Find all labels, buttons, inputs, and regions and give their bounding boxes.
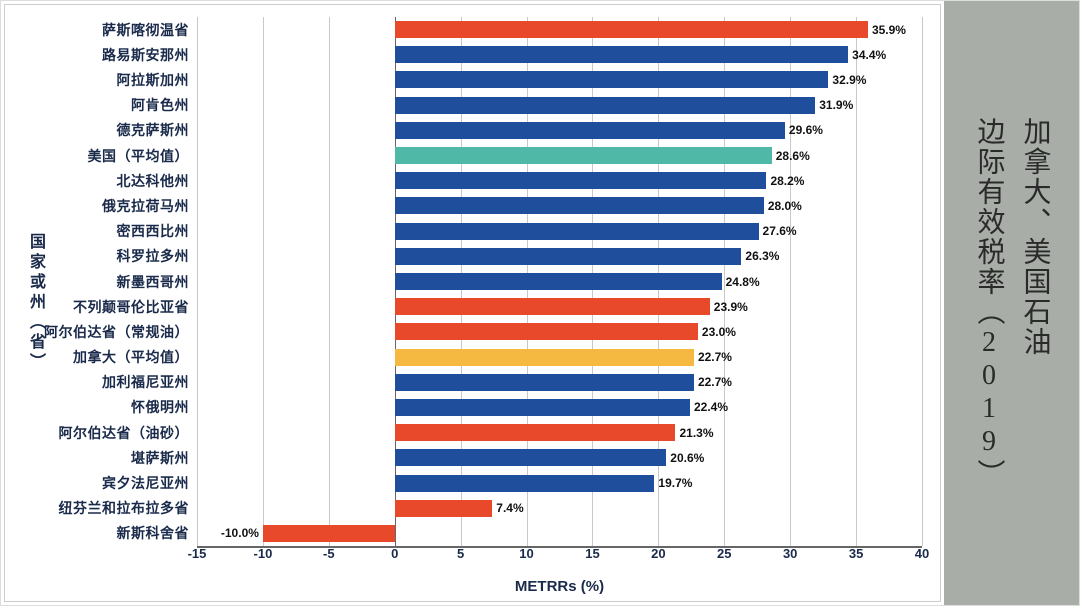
bar-value-label: 22.7%: [698, 375, 732, 389]
bar-value-label: 32.9%: [832, 73, 866, 87]
bar: [263, 525, 395, 542]
category-label: 萨斯喀彻温省: [102, 20, 189, 40]
category-label: 路易斯安那州: [102, 45, 189, 65]
bar-value-label: 28.6%: [776, 149, 810, 163]
bar-value-label: 22.7%: [698, 350, 732, 364]
bar-value-label: 28.0%: [768, 199, 802, 213]
gridline: [922, 17, 923, 546]
bar-value-label: 26.3%: [745, 249, 779, 263]
x-tick: -15: [188, 546, 207, 561]
gridline: [263, 17, 264, 546]
x-tick: 20: [651, 546, 665, 561]
category-label: 美国（平均值）: [88, 146, 190, 166]
category-label: 阿尔伯达省（油砂）: [59, 423, 190, 443]
chart-panel: 国家或州（省） 萨斯喀彻温省35.9%路易斯安那州34.4%阿拉斯加州32.9%…: [4, 4, 941, 602]
category-label: 加拿大（平均值）: [73, 347, 189, 367]
category-label: 不列颠哥伦比亚省: [73, 297, 189, 317]
x-tick: -5: [323, 546, 335, 561]
title-col-2: 边际有效税率（2019）: [969, 117, 1009, 489]
bar: [395, 46, 848, 63]
x-tick: 5: [457, 546, 464, 561]
x-tick: 15: [585, 546, 599, 561]
bar: [395, 248, 742, 265]
bar: [395, 374, 694, 391]
bar: [395, 71, 829, 88]
category-label: 密西西比州: [117, 221, 190, 241]
x-tick: 25: [717, 546, 731, 561]
bar-value-label: 23.0%: [702, 325, 736, 339]
category-label: 加利福尼亚州: [102, 372, 189, 392]
x-tick: 10: [519, 546, 533, 561]
category-label: 宾夕法尼亚州: [102, 473, 189, 493]
bar-value-label: 19.7%: [658, 476, 692, 490]
x-tick: 35: [849, 546, 863, 561]
bar-value-label: 22.4%: [694, 400, 728, 414]
x-axis: -15-10-50510152025303540: [197, 546, 922, 571]
bar: [395, 147, 772, 164]
bar-value-label: 20.6%: [670, 451, 704, 465]
category-label: 科罗拉多州: [117, 246, 190, 266]
slide-container: 国家或州（省） 萨斯喀彻温省35.9%路易斯安那州34.4%阿拉斯加州32.9%…: [0, 0, 1080, 606]
title-panel: 边际有效税率（2019） 加拿大、美国石油: [944, 1, 1079, 605]
category-label: 阿尔伯达省（常规油）: [44, 322, 189, 342]
x-axis-title: METRRs (%): [197, 578, 922, 595]
category-label: 怀俄明州: [131, 397, 189, 417]
category-label: 新斯科舍省: [117, 523, 190, 543]
bar-value-label: 28.2%: [770, 174, 804, 188]
category-label: 北达科他州: [117, 171, 190, 191]
bar-value-label: 21.3%: [680, 426, 714, 440]
bar-value-label: 35.9%: [872, 23, 906, 37]
bar: [395, 424, 676, 441]
bar-value-label: 24.8%: [726, 275, 760, 289]
bar: [395, 399, 690, 416]
category-label: 阿肯色州: [131, 95, 189, 115]
bar: [395, 21, 868, 38]
plot-area: 萨斯喀彻温省35.9%路易斯安那州34.4%阿拉斯加州32.9%阿肯色州31.9…: [197, 17, 922, 546]
x-tick: 40: [915, 546, 929, 561]
bar-value-label: 31.9%: [819, 98, 853, 112]
bar-value-label: 34.4%: [852, 48, 886, 62]
bar: [395, 273, 722, 290]
bar: [395, 97, 816, 114]
x-tick: 0: [391, 546, 398, 561]
category-label: 德克萨斯州: [117, 120, 190, 140]
gridline: [329, 17, 330, 546]
bar-value-label: 27.6%: [763, 224, 797, 238]
bar: [395, 500, 493, 517]
category-label: 堪萨斯州: [131, 448, 189, 468]
category-label: 新墨西哥州: [117, 272, 190, 292]
bar: [395, 475, 655, 492]
bar-value-label: 7.4%: [496, 501, 523, 515]
category-label: 阿拉斯加州: [117, 70, 190, 90]
bar: [395, 449, 667, 466]
title-col-1: 加拿大、美国石油: [1015, 117, 1055, 489]
x-tick: -10: [254, 546, 273, 561]
gridline: [197, 17, 198, 546]
bar: [395, 349, 694, 366]
bar-value-label: 23.9%: [714, 300, 748, 314]
bar-value-label: 29.6%: [789, 123, 823, 137]
bar: [395, 223, 759, 240]
y-axis-title: 国家或州（省）: [23, 233, 47, 373]
bar-value-label: -10.0%: [221, 526, 259, 540]
bar: [395, 172, 767, 189]
bar: [395, 122, 785, 139]
bar: [395, 298, 710, 315]
vertical-title: 边际有效税率（2019） 加拿大、美国石油: [969, 117, 1055, 489]
category-label: 俄克拉荷马州: [102, 196, 189, 216]
gridline: [856, 17, 857, 546]
bar: [395, 197, 764, 214]
x-tick: 30: [783, 546, 797, 561]
bar: [395, 323, 698, 340]
category-label: 纽芬兰和拉布拉多省: [59, 498, 190, 518]
